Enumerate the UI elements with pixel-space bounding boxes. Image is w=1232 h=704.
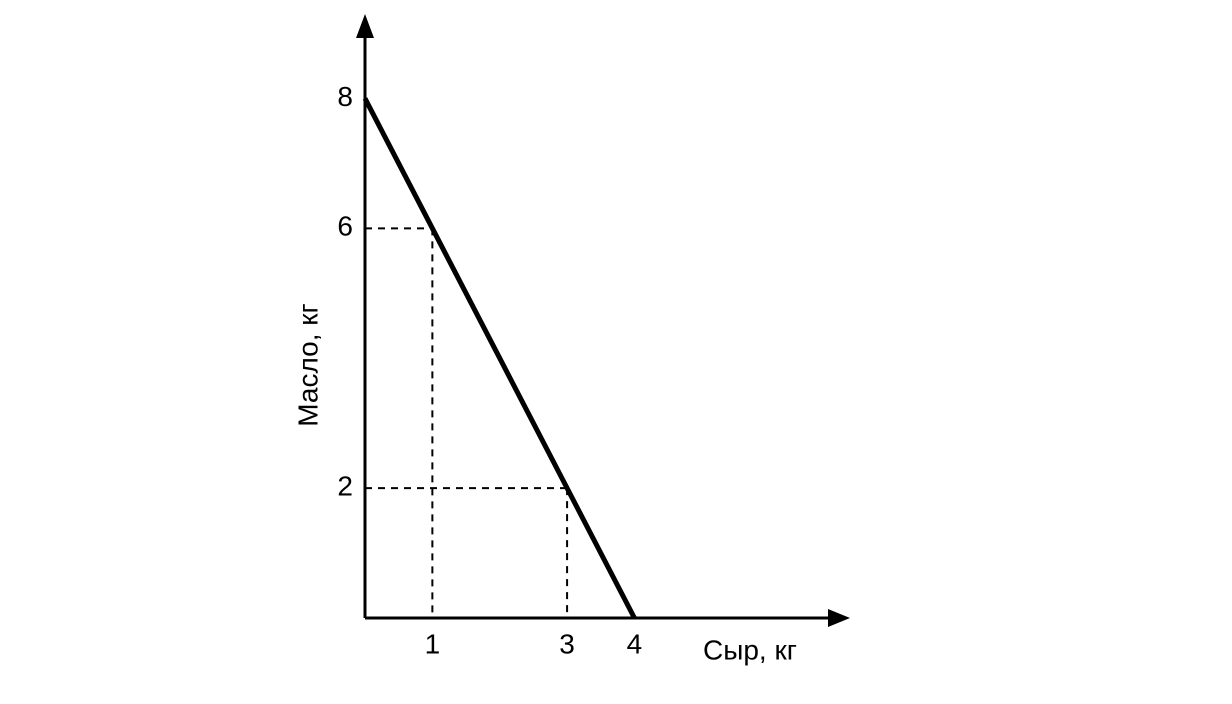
- y-tick-label: 2: [337, 470, 353, 501]
- x-tick-label: 3: [559, 628, 575, 659]
- line: [362, 97, 637, 620]
- x-axis-label: Сыр, кг: [703, 634, 797, 665]
- y-axis-arrow: [356, 14, 374, 38]
- x-axis-arrow: [828, 609, 850, 627]
- y-tick-label: 8: [337, 81, 353, 112]
- y-axis-label: Масло, кг: [292, 303, 323, 426]
- y-tick-label: 6: [337, 211, 353, 242]
- x-tick-label: 4: [627, 628, 643, 659]
- x-tick-label: 1: [425, 628, 441, 659]
